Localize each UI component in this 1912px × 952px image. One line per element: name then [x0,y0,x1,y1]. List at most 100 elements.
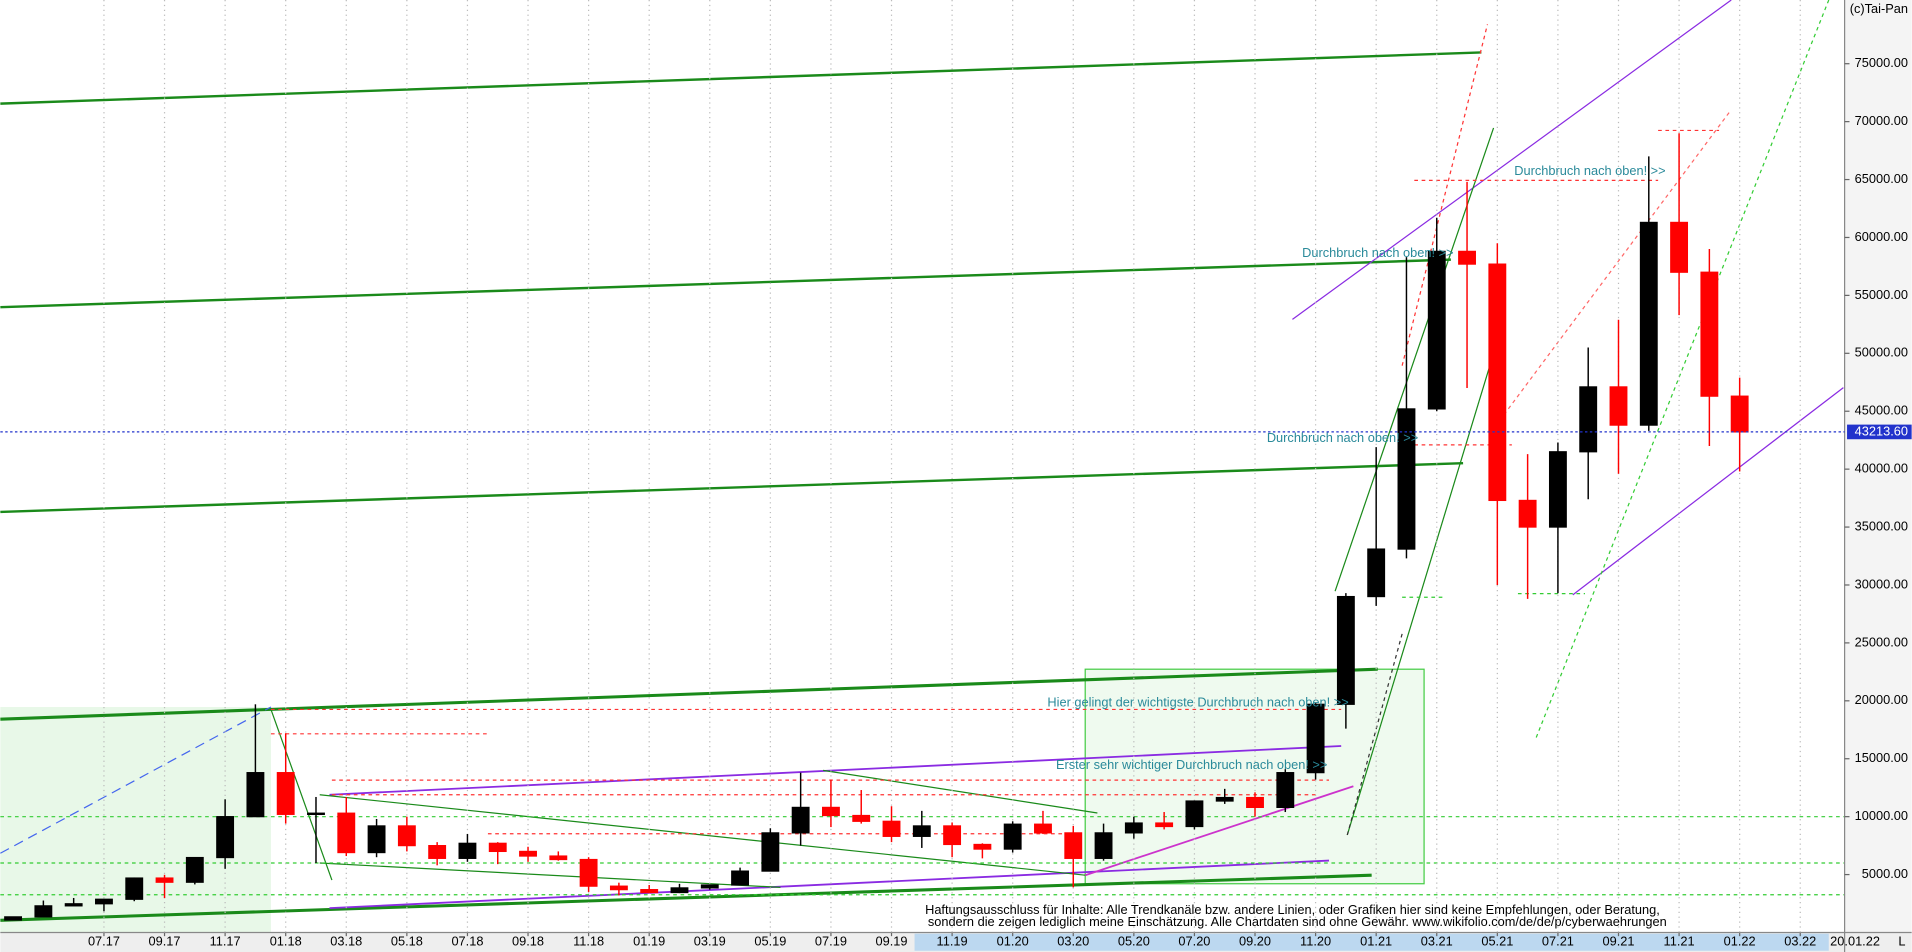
x-tick-label: 03.19 [694,934,726,949]
x-tick-label: 11.18 [573,934,604,949]
candle-body [761,832,780,872]
chart-title: (c)Tai-Pan [1850,1,1908,16]
candle-body [882,820,901,837]
x-tick-label: 01.18 [270,934,302,949]
annotation: Erster sehr wichtiger Durchbruch nach ob… [1056,757,1327,772]
candle-body [1518,499,1537,528]
trendline [1535,0,1830,738]
y-tick-label: 40000.00 [1855,461,1908,476]
candle-body [1397,408,1416,550]
candle-body [670,887,689,894]
candle-body [1246,796,1264,809]
x-tick-label: 01.20 [997,934,1029,949]
trendline [1346,353,1495,836]
x-tick-label: 03.22 [1784,934,1816,949]
candle-body [1639,221,1658,426]
candle-body [1579,386,1598,453]
candle-body [1700,271,1719,397]
x-tick-label: 01.22 [1724,934,1756,949]
candle-body [1730,395,1749,433]
range-selection [914,933,1829,951]
candle-body [609,885,628,891]
trendline [823,769,1098,814]
trendline [1084,785,1354,877]
x-tick-label: 05.18 [391,934,423,949]
candle-body [791,806,810,834]
trendline [0,51,1482,105]
x-tick-label: 03.20 [1057,934,1089,949]
candle-body [519,850,537,857]
y-axis-panel [1844,0,1912,952]
candle-body [428,845,447,859]
trendline [329,859,1330,910]
y-tick-label: 30000.00 [1855,576,1908,591]
x-tick-label: 09.21 [1603,934,1635,949]
candle-body [1670,221,1689,273]
trendline [319,862,781,889]
candle-body [488,842,507,853]
y-tick-label: 15000.00 [1855,750,1908,765]
candle-body [852,814,871,822]
candle-body [64,903,83,907]
candle-body [307,812,325,816]
trendline [1346,633,1403,836]
trendline [1572,387,1844,596]
candle-body [1215,796,1234,802]
x-tick-label: 11.17 [210,934,241,949]
candle-body [1276,772,1295,809]
candle-body [34,905,53,918]
annotation: Durchbruch nach oben! >> [1514,163,1665,178]
candle-body [912,825,931,837]
plot-area [0,0,1844,932]
candle-body [95,898,113,905]
x-tick-label: 11.21 [1664,934,1695,949]
candle-body [216,816,235,859]
trendline [0,461,1464,514]
x-tick-label: 03.18 [330,934,362,949]
trendline [1401,24,1489,366]
y-tick-label: 45000.00 [1855,403,1908,418]
candle-body [1306,703,1325,774]
candle-body [185,856,204,883]
y-tick-label: 20000.00 [1855,692,1908,707]
x-tick-label: 11.20 [1300,934,1331,949]
x-tick-label: 05.21 [1481,934,1513,949]
x-tick-label: 09.17 [149,934,181,949]
candle-body [276,772,295,815]
candle-body [1336,595,1355,705]
y-tick-label: 5000.00 [1862,866,1908,881]
date-label: 20.01.22 [1830,934,1880,949]
candle-body [943,825,962,846]
annotation: Durchbruch nach oben! >> [1302,245,1453,260]
candle-body [700,884,719,889]
x-tick-label: 03.21 [1421,934,1453,949]
x-tick-label: 09.18 [512,934,544,949]
y-tick-label: 50000.00 [1855,345,1908,360]
candle-body [1034,823,1052,834]
x-tick-label: 07.21 [1542,934,1574,949]
trendline [0,873,1372,922]
x-tick-label: 07.20 [1178,934,1210,949]
candle-body [1064,832,1083,859]
x-tick-label: 07.17 [88,934,120,949]
y-tick-label: 25000.00 [1855,634,1908,649]
candle-body [640,889,659,894]
candle-body [397,825,416,847]
disclaimer: sondern die zeigen lediglich meine Einsc… [928,914,1667,929]
candle-body [155,877,174,883]
candle-body [1458,250,1476,265]
candle-body [973,843,992,850]
candle-body [1367,548,1386,598]
y-tick-label: 55000.00 [1855,287,1908,302]
y-tick-label: 35000.00 [1855,518,1908,533]
candle-body [1185,800,1204,828]
candle-body [1094,832,1113,859]
trendline [329,745,1342,796]
candle-body [337,812,356,854]
last-price-label: 43213.60 [1855,423,1908,438]
candle-body [1003,823,1022,850]
candle-body [1427,250,1446,410]
last-price-box [1847,424,1912,440]
